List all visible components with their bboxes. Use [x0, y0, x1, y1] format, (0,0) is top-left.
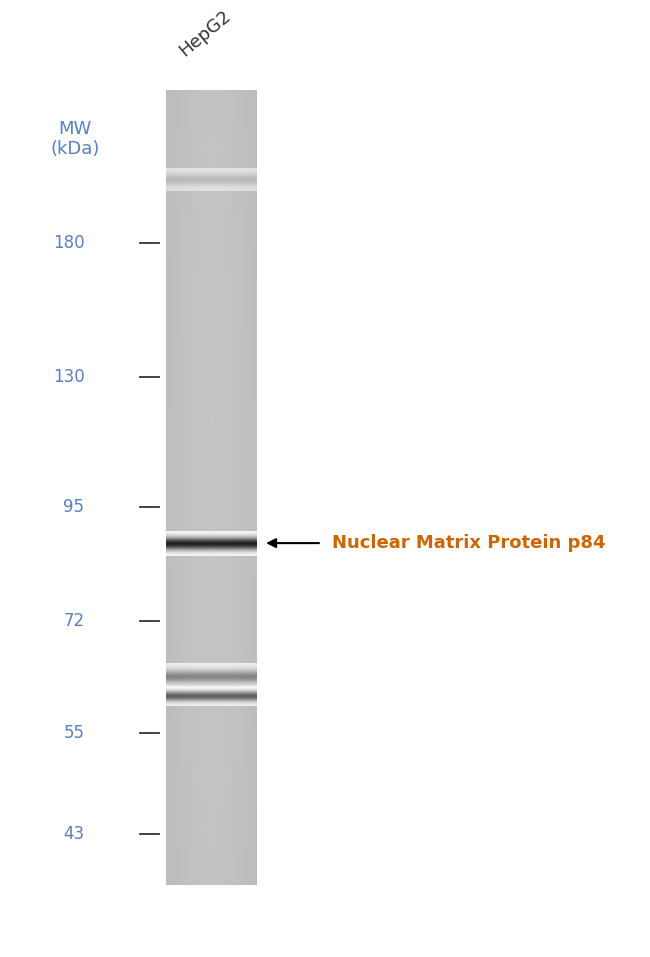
Text: 43: 43 — [64, 825, 84, 843]
Text: 180: 180 — [53, 234, 84, 252]
Text: 95: 95 — [64, 498, 84, 516]
Text: 130: 130 — [53, 368, 84, 387]
Text: HepG2: HepG2 — [176, 7, 235, 60]
Text: 72: 72 — [64, 612, 84, 631]
Text: 55: 55 — [64, 723, 84, 742]
Text: Nuclear Matrix Protein p84: Nuclear Matrix Protein p84 — [332, 534, 605, 552]
Text: MW
(kDa): MW (kDa) — [50, 120, 99, 159]
